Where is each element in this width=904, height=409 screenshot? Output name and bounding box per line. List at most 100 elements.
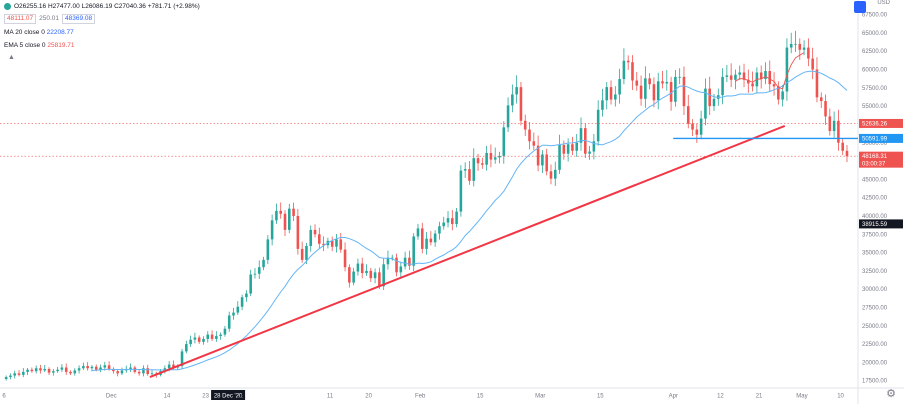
chevron-up-icon[interactable]: ▲ [8, 54, 15, 61]
price-axis [858, 0, 904, 404]
price-label-text: 48168.31 [862, 154, 888, 160]
candle-body [819, 97, 823, 102]
candle-body [588, 151, 591, 154]
y-tick-label: 55000.00 [862, 104, 888, 110]
candle-body [185, 344, 188, 352]
y-tick-label: 45000.00 [862, 177, 888, 183]
candle-body [356, 263, 360, 272]
y-tick-label: 27500.00 [862, 305, 888, 311]
candle-body [360, 263, 364, 274]
candle-body [493, 157, 497, 160]
candle-body [408, 257, 411, 266]
candle-body [425, 238, 428, 249]
candle-body [318, 234, 321, 244]
candle-body [669, 81, 673, 102]
candle-body [824, 101, 827, 117]
ema-legend[interactable]: EMA 5 close 0 25819.71 [4, 41, 75, 51]
candle-body [236, 306, 240, 313]
candle-body [343, 249, 347, 268]
price-label-bg [859, 118, 903, 128]
candle-body [412, 236, 415, 266]
candle-body [712, 98, 716, 107]
candle-body [734, 74, 737, 80]
x-tick-label: 15 [477, 394, 484, 400]
candle-body [468, 169, 471, 181]
bid-box[interactable]: 48111.07 [4, 14, 37, 24]
price-label-bg [859, 219, 903, 229]
candle-body [789, 43, 793, 48]
y-tick-label: 65000.00 [862, 31, 888, 37]
candle-body [686, 106, 690, 124]
candle-body [348, 267, 351, 283]
candle-body [257, 267, 261, 274]
candle-body [815, 69, 819, 98]
y-tick-label: 57500.00 [862, 86, 888, 92]
candle-body [227, 315, 231, 329]
candle-body [300, 248, 304, 260]
candle-body [90, 366, 94, 369]
candle-body [26, 369, 29, 372]
price-label-bg [859, 133, 903, 143]
candle-body [519, 87, 523, 121]
candle-body [305, 245, 308, 260]
candle-body [498, 155, 501, 158]
candle-body [9, 375, 12, 378]
x-tick-label: 11 [327, 394, 334, 400]
candle-body [656, 81, 660, 101]
candle-body [596, 109, 600, 142]
candle-body [481, 163, 484, 165]
candle-body [429, 238, 433, 243]
candle-body [841, 142, 844, 151]
y-tick-label: 32500.00 [862, 269, 888, 275]
candle-body [785, 47, 789, 92]
candle-body [618, 79, 621, 95]
candle-body [309, 229, 313, 246]
candle-body [266, 239, 270, 260]
candle-body [399, 266, 403, 273]
candle-body [60, 367, 64, 370]
candle-body [150, 373, 154, 375]
candle-body [506, 105, 510, 128]
currency-label: USD [877, 0, 890, 6]
candle-body [189, 339, 192, 345]
candle-body [566, 144, 570, 154]
ma-legend[interactable]: MA 20 close 0 22208.77 [4, 28, 74, 38]
candle-body [39, 368, 42, 371]
candle-body [249, 274, 252, 294]
candle-body [511, 94, 514, 106]
candle-body [22, 371, 25, 375]
candle-body [811, 58, 814, 70]
candle-body [137, 371, 141, 374]
gear-icon[interactable]: ⚙ [886, 388, 896, 400]
scale-settings-button[interactable] [854, 1, 866, 13]
candle-body [373, 272, 377, 279]
candle-body [352, 271, 355, 283]
candle-body [403, 257, 407, 267]
candle-body [558, 144, 561, 170]
candle-body [395, 257, 398, 273]
candle-body [279, 210, 282, 214]
candle-body [837, 120, 840, 143]
x-tick-label: Mar [535, 394, 545, 400]
candle-body [232, 312, 235, 316]
ask-box[interactable]: 48369.08 [62, 14, 96, 24]
candle-body [476, 158, 480, 164]
candle-body [455, 211, 458, 225]
candle-body [262, 259, 265, 268]
candle-body [738, 72, 742, 75]
candle-body [34, 368, 38, 372]
candle-body [644, 78, 647, 99]
ma-label: MA 20 close 0 [4, 29, 45, 36]
candle-body [438, 226, 441, 234]
ema-label: EMA 5 close 0 [4, 42, 46, 49]
candle-body [502, 127, 506, 156]
x-tick-label: 20 [365, 394, 372, 400]
candle-body [764, 71, 767, 80]
candle-body [536, 145, 540, 166]
candle-body [378, 272, 381, 287]
ohlc-text: O26255.16 H27477.00 L26086.19 C27040.36 … [14, 3, 200, 10]
candle-body [43, 368, 47, 371]
candle-body [532, 141, 536, 146]
